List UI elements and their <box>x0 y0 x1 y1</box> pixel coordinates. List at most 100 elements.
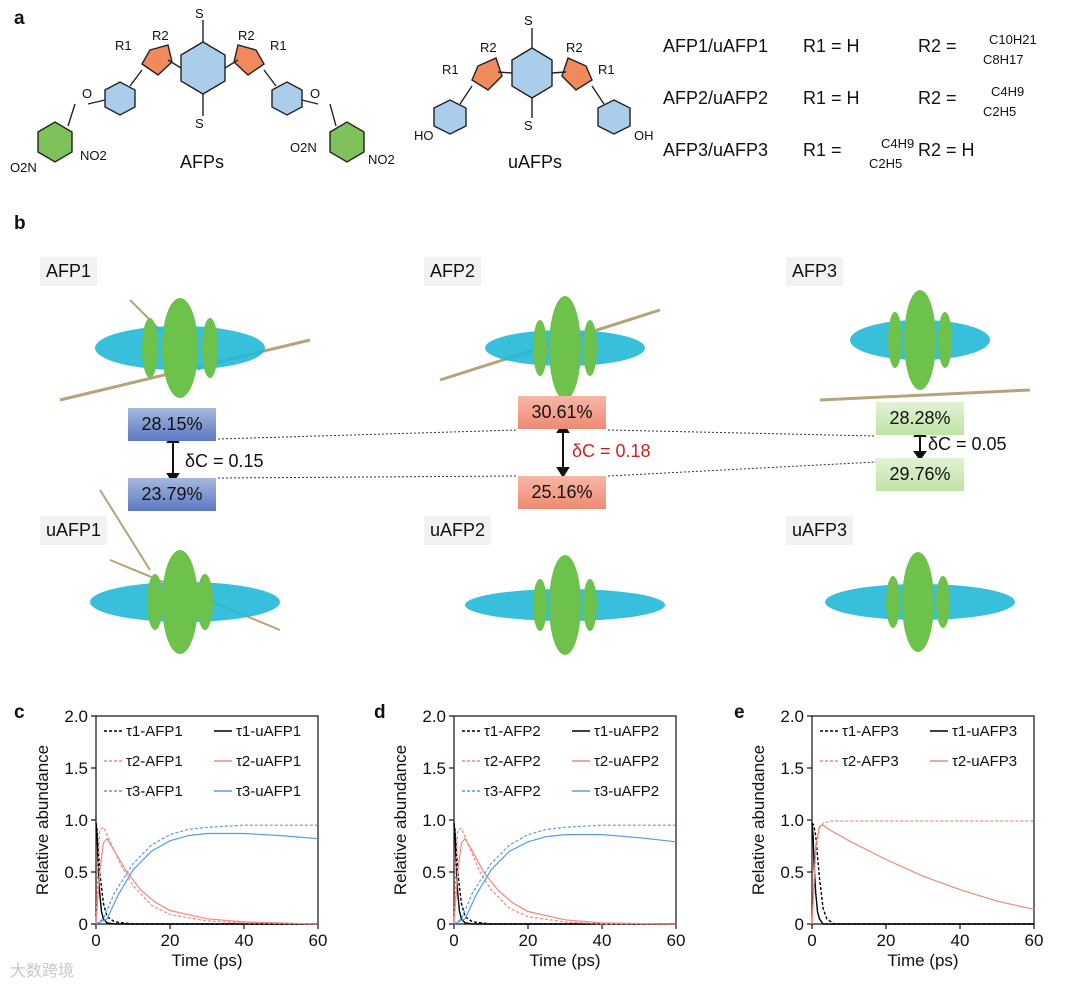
series-line <box>811 823 1034 925</box>
label-o: O <box>82 86 92 101</box>
y-tick-label: 2.0 <box>780 707 804 726</box>
x-axis-label: Time (ps) <box>887 951 958 970</box>
panel-d-letter: d <box>374 702 386 723</box>
panel-c-letter: c <box>14 702 25 723</box>
panel-b-letter: b <box>14 213 26 234</box>
chemical-structures: S S S S R1 R2 R2 R1 R1 R2 R2 R1 O O O2N … <box>10 6 654 175</box>
legend-entry: τ3-AFP1 <box>126 783 183 800</box>
legend-entry: τ2-uAFP2 <box>594 753 659 770</box>
table-row: AFP3/uAFP3 R1 = C4H9 C2H5 R2 = H <box>663 136 1063 188</box>
plot-frame <box>95 715 319 925</box>
legend-entry: τ1-uAFP1 <box>236 723 301 740</box>
percent-box-uafp3: 29.76% <box>876 458 964 491</box>
percent-box-afp2: 30.61% <box>518 396 606 429</box>
legend-entry: τ2-AFP2 <box>484 753 541 770</box>
plot-frame <box>453 715 677 925</box>
y-tick-label: 0.5 <box>422 863 446 882</box>
afp-structure <box>37 20 365 163</box>
chain-top: C4H9 <box>881 136 915 151</box>
afps-label: AFPs <box>180 152 225 172</box>
chain-bottom: C8H17 <box>983 52 1024 67</box>
compound-name: AFP2/uAFP2 <box>663 88 769 108</box>
orbital-afp2 <box>439 296 661 400</box>
series-line <box>95 823 318 925</box>
series-line <box>95 837 319 925</box>
orbital-afp1 <box>59 298 311 402</box>
label-o2n: O2N <box>10 160 37 175</box>
r1-value: R1 = H <box>803 36 860 56</box>
y-tick-label: 0 <box>79 915 88 934</box>
label-s: S <box>195 116 204 131</box>
y-axis-label: Relative abundance <box>749 745 768 895</box>
label-r2: R2 <box>238 28 255 43</box>
molecule-label-afp2: AFP2 <box>424 257 482 286</box>
legend-entry: τ1-uAFP2 <box>594 723 659 740</box>
watermark: 大数跨境 <box>10 963 75 980</box>
label-r1: R1 <box>598 62 615 77</box>
series-line <box>811 820 1034 925</box>
y-tick-label: 1.0 <box>422 811 446 830</box>
series-line <box>811 824 1035 925</box>
y-tick-label: 0 <box>795 915 804 934</box>
chart-c: 0 0.5 1.0 1.5 2.0 0 20 40 60 Time (ps) Relative ab… <box>33 707 327 970</box>
y-tick-label: 1.0 <box>780 811 804 830</box>
series-line <box>453 824 676 925</box>
y-tick-label: 0.5 <box>780 863 804 882</box>
label-r2: R2 <box>480 40 497 55</box>
orbital-uafp3 <box>825 552 1015 652</box>
x-axis-label: Time (ps) <box>171 951 242 970</box>
substituent-table: AFP1/uAFP1 R1 = H R2 = C10H21 C8H17 AFP2… <box>663 32 1063 188</box>
y-tick-label: 1.5 <box>780 759 804 778</box>
orbital-uafp2 <box>465 555 665 655</box>
series-line <box>453 822 676 925</box>
series-line <box>453 823 676 925</box>
legend-entry: τ1-uAFP3 <box>952 723 1017 740</box>
series-line <box>811 822 1034 925</box>
chain-top: C10H21 <box>989 32 1037 47</box>
r2-value: R2 = H <box>918 140 975 160</box>
chain-bottom: C2H5 <box>983 104 1017 119</box>
table-row: AFP2/uAFP2 R1 = H R2 = C4H9 C2H5 <box>663 84 1063 136</box>
x-tick-label: 20 <box>877 931 896 950</box>
series-line <box>95 824 318 925</box>
label-r1: R1 <box>270 38 287 53</box>
legend-entry: τ1-AFP1 <box>126 723 183 740</box>
legend-entry: τ3-uAFP1 <box>236 783 301 800</box>
label-s: S <box>195 6 204 21</box>
uafps-label: uAFPs <box>508 152 563 172</box>
panel-e-letter: e <box>734 702 745 723</box>
x-tick-label: 60 <box>1025 931 1044 950</box>
orbital-uafp1 <box>90 489 281 654</box>
x-tick-label: 20 <box>519 931 538 950</box>
label-s: S <box>524 118 533 133</box>
compound-name: AFP3/uAFP3 <box>663 140 769 160</box>
chain-bottom: C2H5 <box>869 156 903 171</box>
legend-entry: τ2-AFP1 <box>126 753 183 770</box>
molecule-label-afp1: AFP1 <box>40 257 98 286</box>
r1-value: R1 = <box>803 140 842 160</box>
y-tick-label: 0.5 <box>64 863 88 882</box>
chain-top: C4H9 <box>991 84 1025 99</box>
label-ho: HO <box>414 128 434 143</box>
y-tick-label: 1.5 <box>422 759 446 778</box>
y-tick-label: 2.0 <box>422 707 446 726</box>
delta-c-afp1: δC = 0.15 <box>185 451 264 471</box>
compound-name: AFP1/uAFP1 <box>663 36 769 56</box>
label-r1: R1 <box>115 38 132 53</box>
x-tick-label: 60 <box>667 931 686 950</box>
label-no2: NO2 <box>368 152 395 167</box>
r2-value: R2 = <box>918 36 957 56</box>
label-r2: R2 <box>566 40 583 55</box>
x-tick-label: 20 <box>161 931 180 950</box>
y-tick-label: 1.5 <box>64 759 88 778</box>
series-line <box>453 837 677 925</box>
r2-value: R2 = <box>918 88 957 108</box>
table-row: AFP1/uAFP1 R1 = H R2 = C10H21 C8H17 <box>663 32 1063 84</box>
y-tick-label: 2.0 <box>64 707 88 726</box>
percent-box-uafp1: 23.79% <box>128 478 216 511</box>
legend-entry: τ2-AFP3 <box>842 753 899 770</box>
x-tick-label: 40 <box>593 931 612 950</box>
y-axis-label: Relative abundance <box>33 745 52 895</box>
molecule-label-uafp1: uAFP1 <box>40 516 108 545</box>
legend-entry: τ1-AFP2 <box>484 723 541 740</box>
